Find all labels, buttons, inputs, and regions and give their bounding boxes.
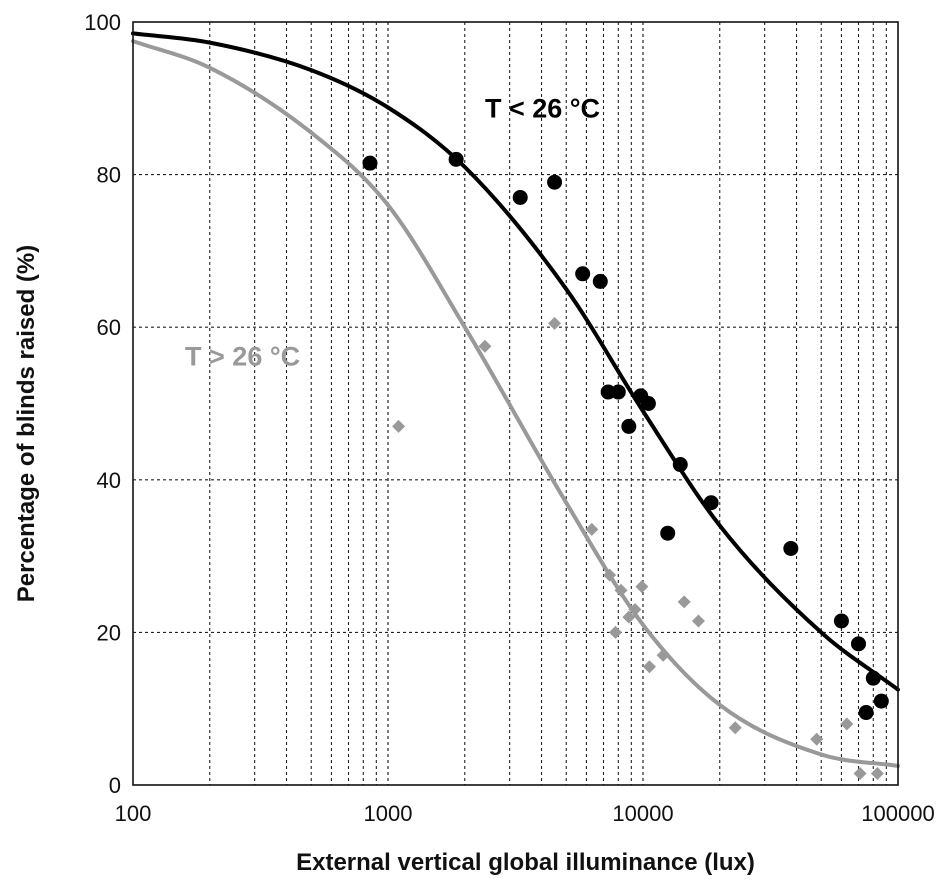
warm-data-point bbox=[585, 522, 599, 536]
warm-data-point bbox=[548, 316, 562, 330]
cool-data-point bbox=[575, 266, 591, 282]
warm-data-point bbox=[635, 580, 649, 594]
warm-annotation: T > 26 °C bbox=[185, 341, 300, 371]
x-tick-label: 100 bbox=[115, 801, 152, 826]
x-axis-title: External vertical global illuminance (lu… bbox=[296, 849, 755, 876]
warm-data-point bbox=[628, 603, 642, 617]
warm-data-point bbox=[810, 732, 824, 746]
y-tick-label: 60 bbox=[97, 315, 121, 340]
warm-data-point bbox=[478, 339, 492, 353]
warm-data-point bbox=[840, 717, 854, 731]
warm-data-point bbox=[608, 625, 622, 639]
cool-data-point bbox=[858, 705, 874, 721]
warm-data-point bbox=[392, 419, 406, 433]
x-tick-label: 1000 bbox=[364, 801, 413, 826]
cool-data-point bbox=[448, 151, 464, 167]
warm-data-point bbox=[642, 660, 656, 674]
warm-data-point bbox=[853, 767, 867, 781]
y-tick-label: 80 bbox=[97, 163, 121, 188]
cool-data-point bbox=[703, 495, 719, 511]
cool-data-point bbox=[783, 540, 799, 556]
warm-data-point bbox=[870, 767, 884, 781]
annotations: T < 26 °C T > 26 °C bbox=[185, 93, 600, 371]
cool-annotation: T < 26 °C bbox=[485, 93, 600, 123]
cool-data-point bbox=[851, 636, 866, 652]
grid bbox=[133, 22, 898, 785]
cool-data-point bbox=[873, 693, 889, 709]
tick-labels: 100 1000 10000 100000 0 20 40 60 80 100 bbox=[84, 10, 934, 826]
warm-data-point bbox=[603, 568, 617, 582]
warm-data-point bbox=[677, 595, 691, 609]
cool-data-point bbox=[640, 396, 656, 411]
warm-data-point bbox=[656, 648, 670, 662]
cool-data-point bbox=[362, 155, 378, 171]
warm-fit-curve bbox=[131, 39, 900, 768]
y-axis-title: Percentage of blinds raised (%) bbox=[13, 245, 40, 602]
warm-data-point bbox=[622, 610, 636, 624]
cool-data-point bbox=[672, 457, 688, 473]
cool-data-point bbox=[610, 384, 626, 400]
warm-data-point bbox=[691, 614, 705, 628]
cool-data-point bbox=[865, 670, 881, 686]
cool-data-point bbox=[512, 189, 528, 205]
data-points bbox=[362, 151, 889, 781]
y-tick-label: 100 bbox=[84, 10, 121, 35]
plot-frame bbox=[132, 21, 899, 786]
x-tick-label: 10000 bbox=[612, 801, 673, 826]
y-tick-label: 40 bbox=[97, 468, 121, 493]
cool-data-point bbox=[833, 613, 849, 629]
cool-data-point bbox=[547, 174, 563, 190]
y-tick-label: 20 bbox=[97, 620, 121, 645]
cool-data-point bbox=[592, 273, 608, 289]
x-tick-label: 100000 bbox=[861, 801, 934, 826]
cool-data-point bbox=[621, 418, 637, 434]
y-tick-label: 0 bbox=[109, 773, 121, 798]
warm-data-point bbox=[728, 721, 742, 735]
fit-curves bbox=[131, 31, 900, 768]
cool-data-point bbox=[660, 525, 676, 541]
warm-data-point bbox=[614, 583, 628, 597]
cool-fit-curve bbox=[131, 31, 900, 692]
